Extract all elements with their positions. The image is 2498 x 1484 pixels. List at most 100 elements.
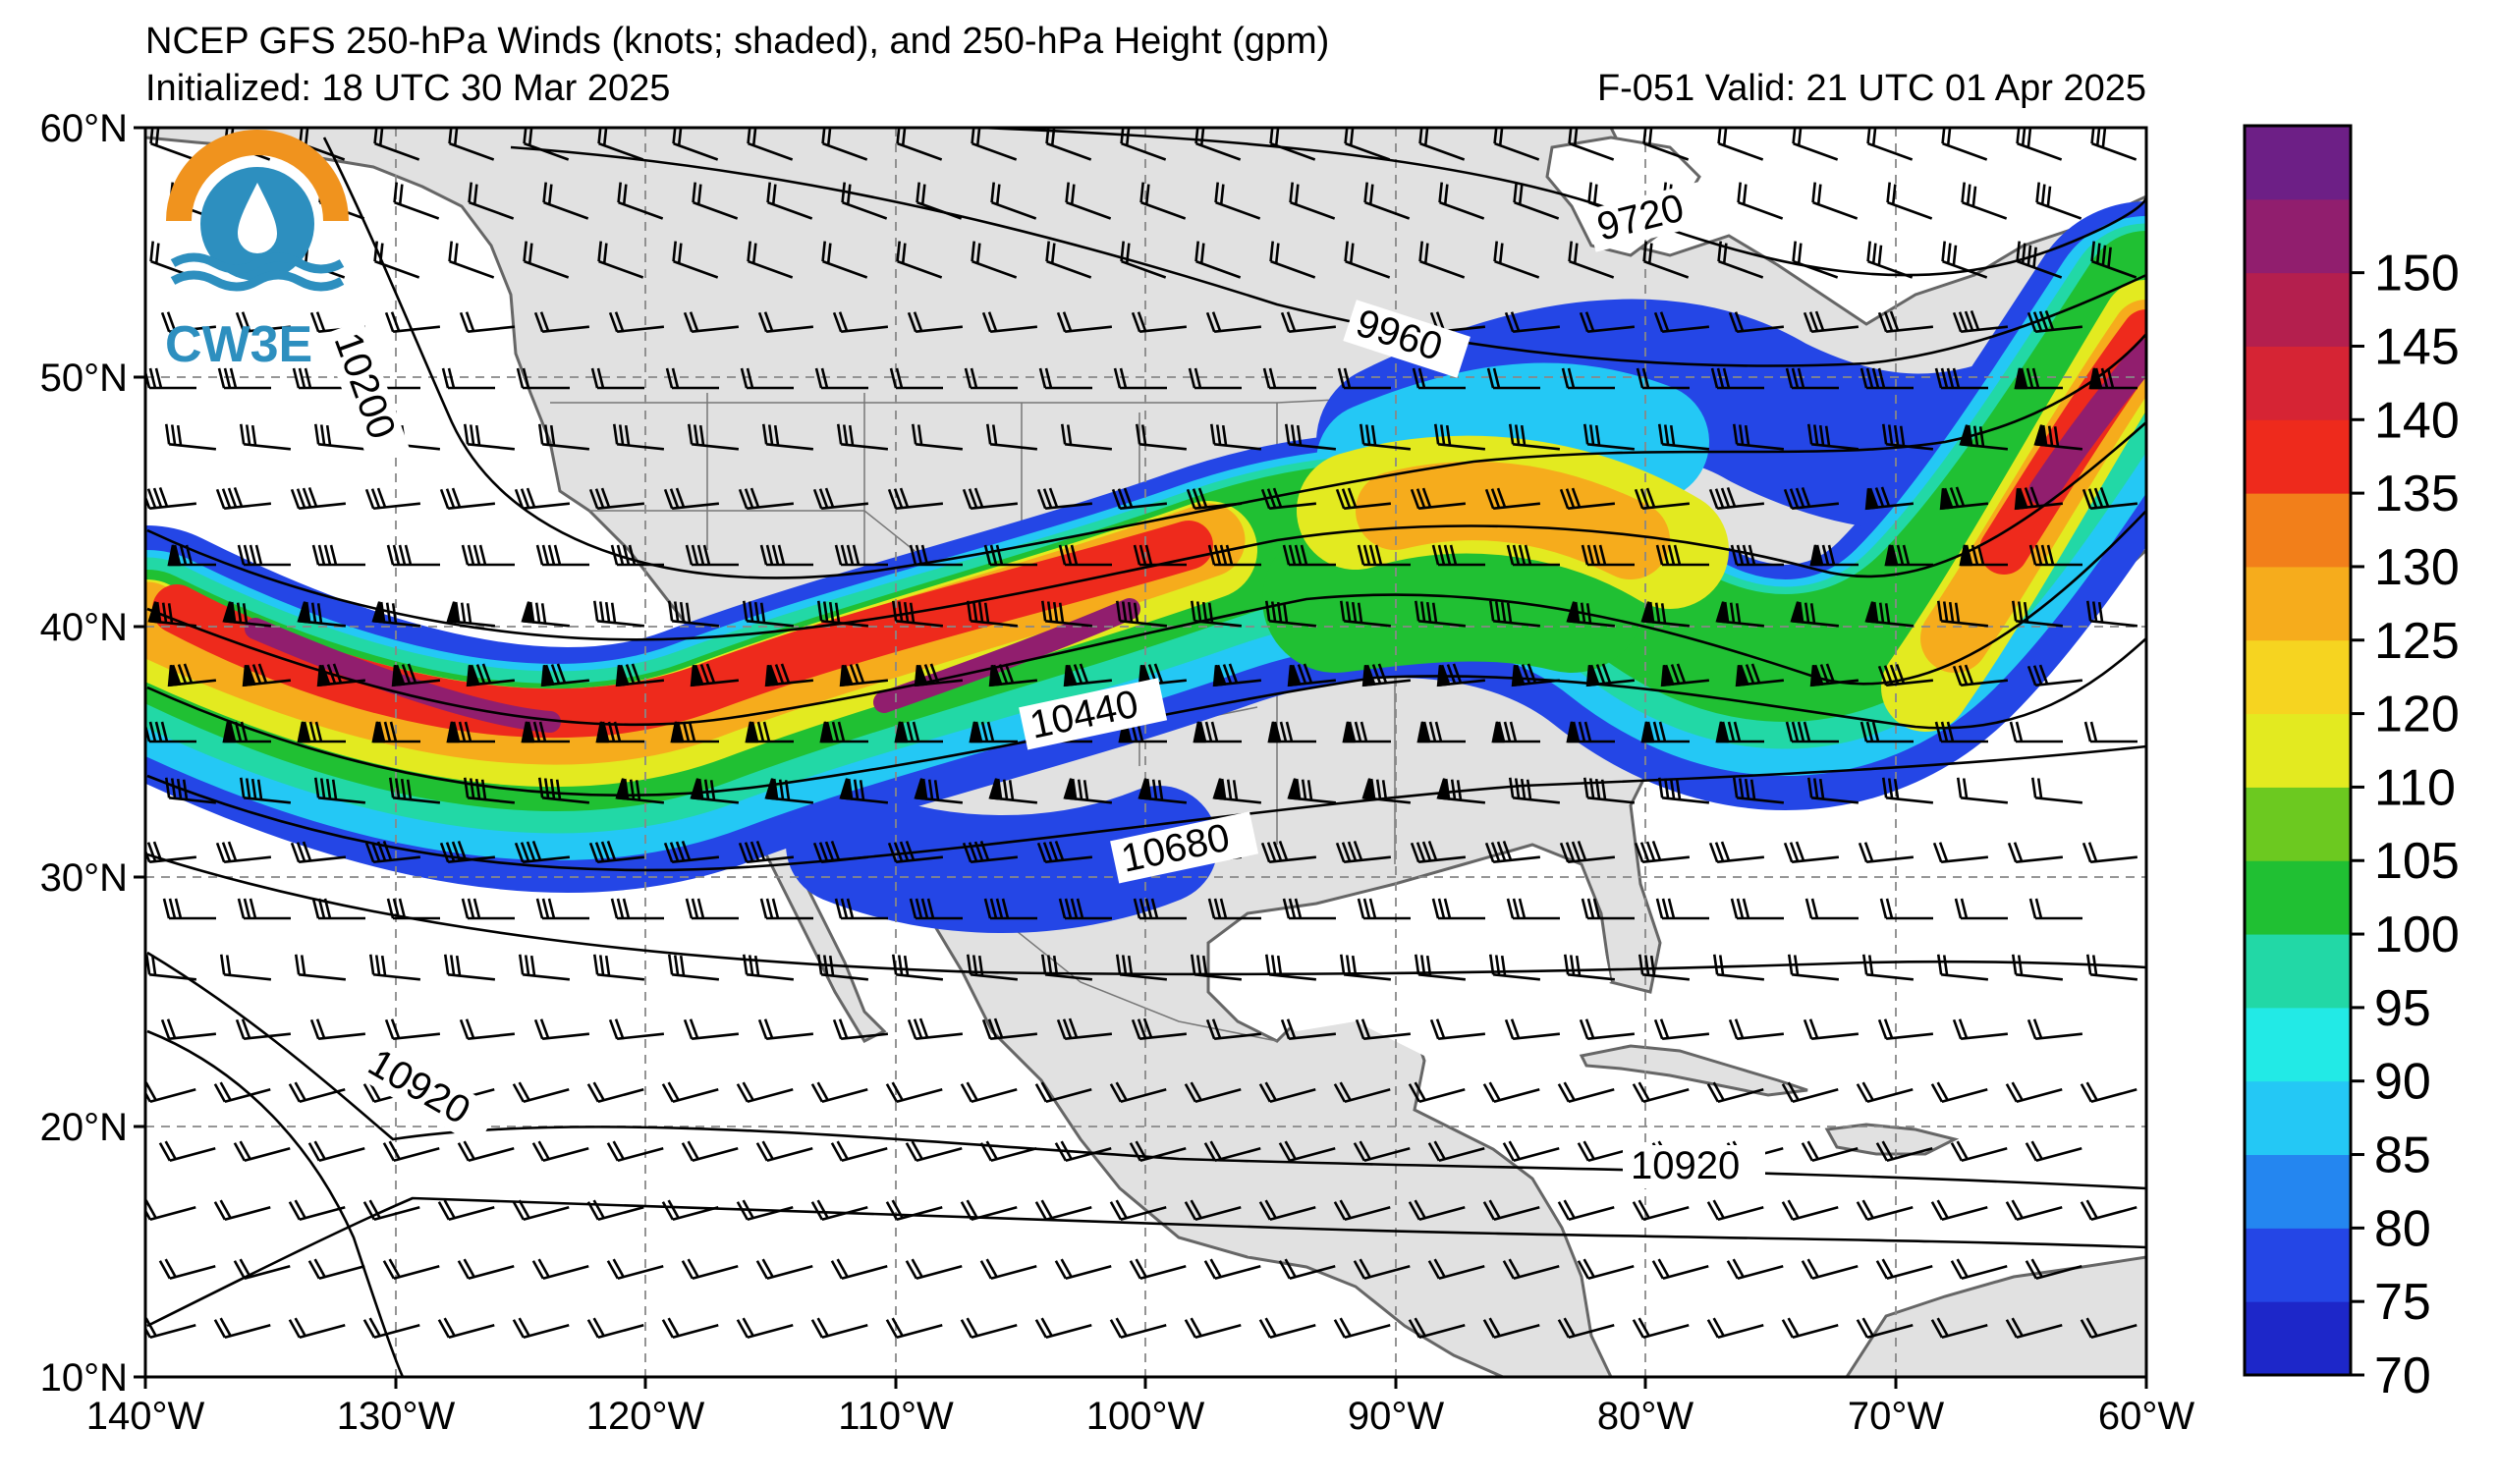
wind-barb (437, 1317, 495, 1339)
wind-barb (1732, 423, 1785, 451)
wind-barb (885, 1317, 943, 1339)
wind-barb (164, 423, 217, 451)
wind-barb (839, 663, 889, 687)
wind-barb (391, 663, 441, 687)
contour-10800 (146, 852, 2146, 976)
wind-barb (692, 182, 739, 220)
wind-barb (1954, 898, 2008, 920)
contour-10440 (146, 510, 2146, 727)
wind-barb (983, 898, 1037, 920)
wind-barb (1120, 241, 1167, 279)
wind-barb (1488, 600, 1541, 628)
wind-barb (960, 1199, 1018, 1221)
wind-barb (531, 1258, 589, 1280)
wind-barb (1561, 367, 1615, 390)
wind-barb (1508, 423, 1561, 451)
wind-barb (1284, 423, 1337, 451)
wind-barb (1109, 1199, 1167, 1221)
colorbar-tick-label: 70 (2374, 1347, 2431, 1404)
wind-barb (1806, 777, 1860, 804)
wind-barb (2080, 1081, 2137, 1103)
wind-barb (1282, 544, 1336, 567)
colorbar-tick-label: 105 (2374, 833, 2460, 890)
wind-barb (1408, 1317, 1466, 1339)
wind-barb (1708, 841, 1765, 864)
wind-barb (914, 663, 964, 687)
wind-barb (816, 954, 869, 981)
wind-barb (215, 841, 272, 864)
wind-barb (1790, 601, 1840, 628)
wind-barb (1054, 1258, 1112, 1280)
wind-barb (1431, 544, 1485, 567)
wind-barb (983, 544, 1037, 567)
wind-barb (164, 777, 217, 804)
wind-barb (1804, 898, 1859, 920)
wind-barb (1353, 1140, 1411, 1162)
wind-barb (382, 1140, 440, 1162)
wind-barb (981, 311, 1038, 334)
wind-barb (832, 1018, 889, 1041)
wind-barb (909, 544, 963, 567)
wind-barb (1359, 423, 1412, 451)
wind-barb (834, 544, 888, 567)
wind-barb (1952, 310, 2009, 334)
wind-barb (215, 487, 272, 511)
wind-barb (1357, 898, 1411, 920)
wind-barb (1875, 1258, 1933, 1280)
wind-barb (1129, 1258, 1187, 1280)
wind-barb (239, 777, 292, 804)
wind-barb (1410, 487, 1467, 511)
wind-barb (2028, 544, 2082, 567)
jet-band-145kt (245, 339, 2146, 733)
wind-barb (1636, 367, 1690, 390)
wind-barb (1484, 487, 1541, 511)
wind-barb (1060, 423, 1113, 451)
wind-barb (1513, 182, 1560, 220)
map-title: NCEP GFS 250-hPa Winds (knots; shaded), … (145, 21, 1330, 62)
wind-barb (1408, 1199, 1466, 1221)
wind-barb (690, 663, 740, 687)
wind-barb (1706, 1199, 1764, 1221)
wind-barb (1706, 1081, 1764, 1103)
wind-barb (1726, 1258, 1784, 1280)
wind-barb (512, 1081, 570, 1103)
wind-barb (1632, 1317, 1690, 1339)
wind-barb (1433, 423, 1486, 451)
wind-barb (1858, 842, 1915, 864)
wind-barb (2080, 1199, 2137, 1221)
contour-10980 (146, 1029, 405, 1377)
wind-barb (457, 1258, 515, 1280)
wind-barb (1877, 664, 1934, 687)
wind-barb (1040, 600, 1093, 628)
wind-barb (1877, 1018, 1934, 1041)
wind-barb (1632, 1199, 1690, 1221)
wind-barb (896, 241, 943, 279)
wind-barb (685, 544, 739, 567)
wind-barb (290, 487, 347, 511)
wind-barb (887, 487, 944, 511)
wind-barb (672, 241, 719, 279)
wind-barb (2085, 600, 2138, 628)
init-time: Initialized: 18 UTC 30 Mar 2025 (145, 68, 671, 109)
wind-barb (1036, 487, 1093, 511)
wind-barb (1881, 423, 1934, 451)
wind-barb (384, 1018, 441, 1041)
wind-barb (1559, 487, 1616, 511)
latitude-axis: 60°N 50°N 40°N 30°N 20°N 10°N (40, 107, 145, 1400)
wind-barb (1781, 1199, 1839, 1221)
wind-barb (1045, 241, 1092, 279)
wind-barb (459, 1018, 516, 1041)
wind-barb (1212, 663, 1262, 687)
wind-barb (1333, 1081, 1391, 1103)
wind-barb (1640, 601, 1691, 628)
wind-barb (590, 367, 644, 390)
wind-barb (1135, 423, 1188, 451)
wind-barb (1260, 841, 1317, 864)
wind-barb (288, 1199, 346, 1221)
wind-barb (839, 778, 889, 804)
wind-barb (533, 311, 590, 334)
wind-barb (1856, 1317, 1914, 1339)
wind-barb (960, 1317, 1018, 1339)
logo-arc-icon (166, 130, 349, 222)
wind-barb (1640, 721, 1690, 743)
